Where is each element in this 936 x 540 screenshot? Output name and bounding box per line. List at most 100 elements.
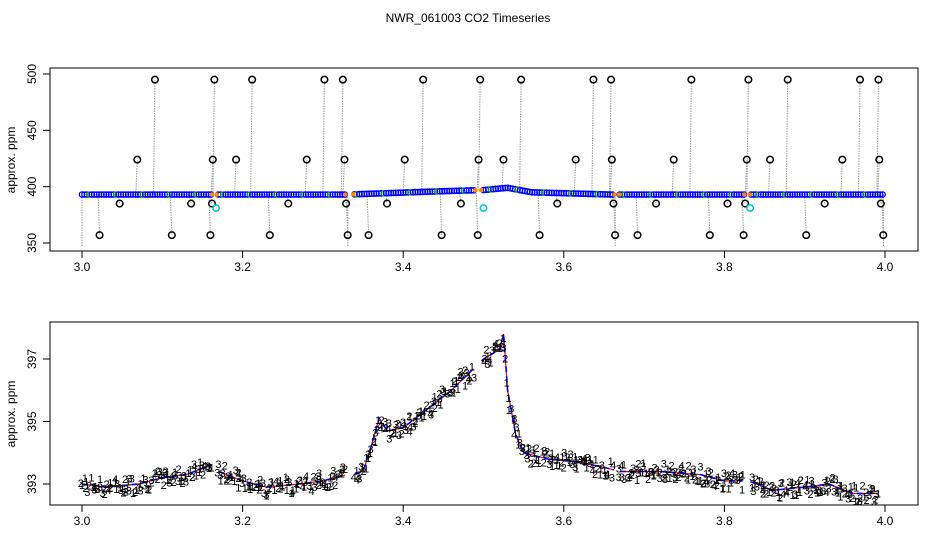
flag-point	[589, 75, 598, 84]
series-glyph: 1	[573, 455, 579, 467]
series-glyph: 3	[340, 462, 346, 474]
series-glyph: 3	[415, 410, 421, 422]
series-glyph: 1	[835, 487, 841, 499]
series-glyph: 2	[483, 345, 489, 357]
series-glyph: 1	[469, 362, 475, 374]
series-glyph: 2	[222, 460, 228, 472]
series-glyph: 3	[704, 479, 710, 491]
series-glyph: 2	[155, 466, 161, 478]
series-glyph: 1	[324, 482, 330, 494]
spike-line	[117, 194, 121, 204]
series-glyph: 2	[257, 482, 263, 494]
spike-line	[785, 79, 789, 195]
series-glyph: 2	[849, 493, 855, 505]
series-glyph: 3	[816, 485, 822, 497]
spike-line	[385, 193, 388, 204]
series-glyph: 1	[852, 496, 858, 508]
series-glyph: 1	[689, 471, 695, 483]
spike-line	[234, 159, 237, 195]
series-glyph: 2	[371, 436, 377, 448]
series-glyph: 4	[780, 489, 786, 501]
series-glyph: 1	[838, 481, 844, 493]
series-glyph: 2	[533, 443, 539, 455]
series-glyph: 1	[650, 471, 656, 483]
series-glyph: 1	[506, 405, 512, 417]
gap-marker	[742, 192, 747, 197]
series-glyph: 2	[275, 483, 281, 495]
series-glyph: 2	[808, 489, 814, 501]
flag-point	[535, 231, 544, 240]
series-glyph: 3	[484, 359, 490, 371]
spike-line	[768, 159, 771, 195]
series-glyph: 2	[436, 389, 442, 401]
flag-point	[633, 231, 642, 240]
series-glyph: 2	[864, 495, 870, 507]
series-glyph: 3	[517, 438, 523, 450]
series-glyph: 1	[383, 422, 389, 434]
x-tick-label: 4.0	[877, 514, 894, 528]
series-glyph: 2	[654, 465, 660, 477]
series-glyph: 2	[132, 487, 138, 499]
series-glyph: 1	[130, 488, 136, 500]
series-glyph: 2	[223, 476, 229, 488]
series-glyph: 2	[726, 470, 732, 482]
series-glyph: 2	[200, 470, 206, 482]
series-glyph: 1	[766, 487, 772, 499]
series-glyph: 3	[275, 478, 281, 490]
series-glyph: 3	[808, 475, 814, 487]
series-glyph: 1	[634, 475, 640, 487]
series-glyph: 1	[231, 476, 237, 488]
series-glyph: 1	[353, 466, 359, 478]
series-glyph: 3	[501, 343, 507, 355]
series-glyph: 1	[196, 467, 202, 479]
series-glyph: 3	[126, 473, 132, 485]
series-glyph: 1	[197, 457, 203, 469]
spike-line	[689, 79, 692, 195]
series-glyph: 1	[107, 477, 113, 489]
series-glyph: 2	[82, 483, 88, 495]
bottom-y-axis-label: approx. ppm	[4, 381, 18, 448]
spike-line	[804, 194, 807, 236]
spike-line	[635, 194, 639, 236]
flag-point	[855, 75, 865, 84]
series-glyph: 1	[621, 459, 627, 471]
series-glyph: 3	[286, 477, 292, 489]
flag-point	[206, 231, 215, 240]
flag-point	[499, 155, 508, 164]
spike-line	[671, 159, 675, 195]
y-tick-label: 393	[25, 474, 39, 494]
series-glyph: 3	[749, 472, 755, 484]
series-glyph: 2	[296, 476, 302, 488]
series-glyph: 1	[688, 467, 694, 479]
series-glyph: 3	[786, 477, 792, 489]
x-tick-label: 3.2	[234, 514, 251, 528]
series-glyph: 2	[86, 480, 92, 492]
series-glyph: 3	[869, 484, 875, 496]
series-glyph: 3	[219, 468, 225, 480]
trend-line-blue	[218, 470, 346, 488]
series-glyph: 2	[859, 481, 865, 493]
series-glyph: 1	[637, 468, 643, 480]
series-glyph: 1	[797, 487, 803, 499]
y-tick-label: 350	[25, 233, 39, 253]
series-glyph: 3	[836, 480, 842, 492]
series-glyph: 3	[706, 466, 712, 478]
series-glyph: 2	[645, 474, 651, 486]
series-glyph: 3	[260, 478, 266, 490]
series-glyph: 1	[804, 475, 810, 487]
series-glyph: 2	[432, 403, 438, 415]
series-glyph: 4	[577, 455, 583, 467]
series-glyph: 4	[112, 474, 118, 486]
gap-marker	[214, 192, 220, 197]
series-glyph: 2	[406, 411, 412, 423]
series-glyph: 3	[523, 450, 529, 462]
series-glyph: 1	[83, 477, 89, 489]
series-glyph: 1	[728, 477, 734, 489]
series-glyph: 2	[251, 482, 257, 494]
series-glyph: 1	[590, 459, 596, 471]
series-glyph: 3	[778, 478, 784, 490]
x-tick-label: 3.0	[74, 260, 91, 274]
y-tick-label: 397	[25, 349, 39, 369]
series-glyph: 2	[854, 497, 860, 509]
series-glyph: 3	[818, 487, 824, 499]
